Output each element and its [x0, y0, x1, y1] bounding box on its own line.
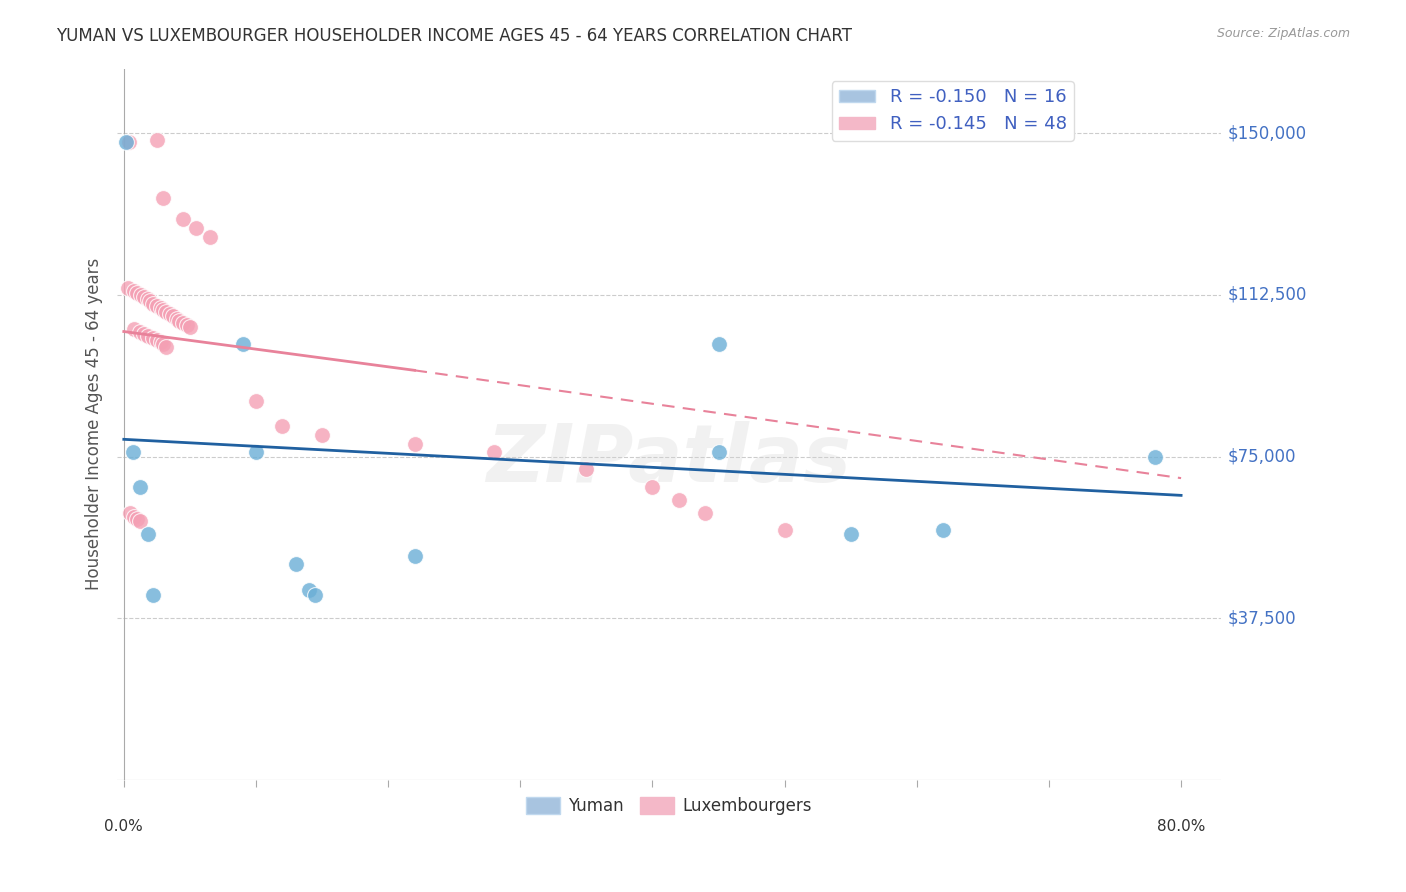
Point	[186, 221, 208, 235]
Text: $75,000: $75,000	[1227, 448, 1296, 466]
Point	[152, 337, 174, 351]
Point	[124, 284, 146, 298]
Point	[404, 436, 426, 450]
Point	[198, 229, 221, 244]
Text: 0.0%: 0.0%	[104, 819, 143, 834]
Point	[142, 296, 165, 310]
Point	[668, 492, 690, 507]
Point	[152, 303, 174, 318]
Point	[118, 135, 141, 149]
Point	[132, 326, 155, 341]
Point	[149, 335, 172, 350]
Point	[152, 191, 174, 205]
Y-axis label: Householder Income Ages 45 - 64 years: Householder Income Ages 45 - 64 years	[86, 258, 103, 591]
Point	[232, 337, 254, 351]
Point	[245, 393, 267, 408]
Point	[284, 558, 307, 572]
Point	[136, 527, 159, 541]
Point	[179, 320, 201, 334]
Text: 80.0%: 80.0%	[1157, 819, 1205, 834]
Text: ZIPatlas: ZIPatlas	[486, 421, 852, 499]
Point	[124, 322, 146, 336]
Point	[128, 514, 150, 528]
Point	[304, 588, 326, 602]
Point	[695, 506, 717, 520]
Point	[839, 527, 862, 541]
Point	[155, 340, 177, 354]
Point	[129, 288, 152, 302]
Point	[146, 333, 169, 347]
Point	[404, 549, 426, 563]
Point	[641, 480, 664, 494]
Point	[132, 290, 155, 304]
Point	[125, 512, 148, 526]
Point	[146, 299, 169, 313]
Point	[125, 285, 148, 300]
Point	[172, 316, 194, 330]
Legend: Yuman, Luxembourgers: Yuman, Luxembourgers	[520, 790, 818, 822]
Point	[311, 428, 333, 442]
Point	[172, 212, 194, 227]
Point	[128, 480, 150, 494]
Point	[169, 314, 191, 328]
Text: $37,500: $37,500	[1227, 609, 1296, 627]
Text: Source: ZipAtlas.com: Source: ZipAtlas.com	[1216, 27, 1350, 40]
Point	[707, 445, 730, 459]
Point	[136, 292, 159, 306]
Text: $150,000: $150,000	[1227, 124, 1306, 142]
Point	[773, 523, 796, 537]
Point	[120, 506, 142, 520]
Point	[115, 135, 138, 149]
Point	[932, 523, 955, 537]
Point	[136, 329, 159, 343]
Point	[166, 311, 188, 326]
Point	[155, 305, 177, 319]
Point	[142, 588, 165, 602]
Point	[575, 462, 598, 476]
Point	[159, 307, 181, 321]
Point	[1143, 450, 1166, 464]
Point	[176, 318, 198, 332]
Point	[245, 445, 267, 459]
Point	[707, 337, 730, 351]
Point	[124, 510, 146, 524]
Text: YUMAN VS LUXEMBOURGER HOUSEHOLDER INCOME AGES 45 - 64 YEARS CORRELATION CHART: YUMAN VS LUXEMBOURGER HOUSEHOLDER INCOME…	[56, 27, 852, 45]
Point	[128, 325, 150, 339]
Text: $112,500: $112,500	[1227, 285, 1306, 304]
Point	[482, 445, 505, 459]
Point	[271, 419, 294, 434]
Point	[117, 281, 139, 295]
Point	[122, 445, 145, 459]
Point	[139, 294, 162, 309]
Point	[149, 301, 172, 315]
Point	[146, 133, 169, 147]
Point	[298, 583, 321, 598]
Point	[162, 310, 184, 324]
Point	[142, 331, 165, 345]
